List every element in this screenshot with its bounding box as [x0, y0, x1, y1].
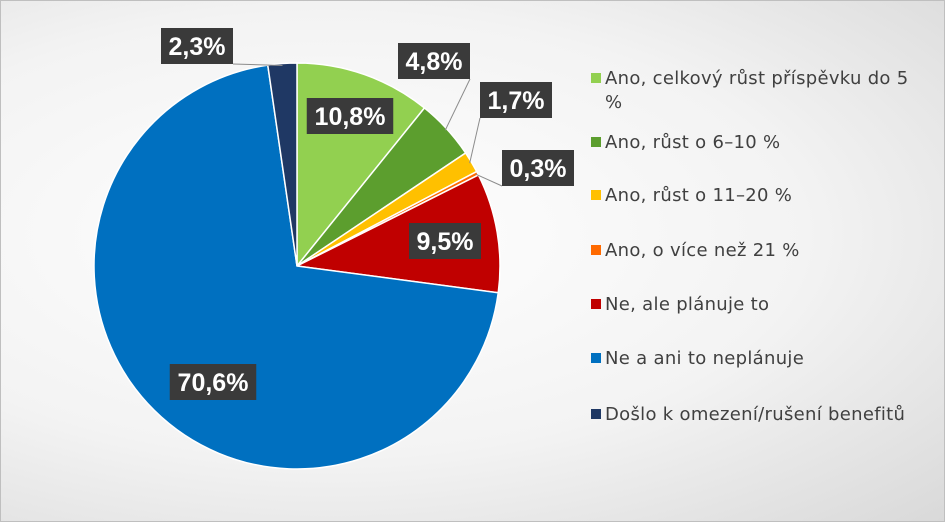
data-label-3: 0,3% [502, 150, 574, 186]
data-label-text-6: 2,3% [169, 33, 226, 61]
data-label-text-4: 9,5% [417, 228, 474, 256]
legend-label-5: Ne a ani to neplánuje [605, 348, 805, 369]
leader-line-2 [469, 117, 481, 164]
data-label-1: 4,8% [398, 43, 470, 79]
pie-slice-4 [294, 173, 501, 294]
data-label-6: 2,3% [161, 28, 233, 64]
data-label-2: 1,7% [480, 82, 552, 118]
data-label-box-4 [409, 223, 481, 259]
data-label-text-3: 0,3% [510, 155, 567, 183]
legend-label-3: Ano, o více než 21 % [605, 240, 800, 261]
pie-slices [93, 62, 501, 470]
legend-label-1: Ano, růst o 6–10 % [605, 132, 781, 153]
data-label-text-0: 10,8% [315, 103, 386, 131]
data-label-box-1 [398, 43, 470, 79]
legend-label-2: Ano, růst o 11–20 % [605, 185, 793, 206]
leader-line-3 [475, 173, 503, 187]
data-label-box-2 [480, 82, 552, 118]
leader-lines [232, 63, 503, 187]
data-label-box-5 [169, 364, 257, 400]
legend-swatch-4 [591, 299, 601, 309]
legend-swatch-2 [591, 190, 601, 200]
legend-swatch-3 [591, 245, 601, 255]
legend-label-0: Ano, celkový růst příspěvku do 5 % [605, 68, 909, 113]
data-label-box-6 [161, 28, 233, 64]
legend-swatch-6 [591, 409, 601, 419]
legend-swatch-0 [591, 73, 601, 83]
data-label-text-2: 1,7% [488, 87, 545, 115]
legend-swatch-1 [591, 137, 601, 147]
leader-line-6 [232, 63, 283, 67]
legend-label-6: Došlo k omezení/rušení benefitů [605, 404, 906, 425]
data-labels: 10,8% 4,8% 1,7% 0,3% 9,5% 70,6% 2,3% [161, 28, 574, 400]
data-label-5: 70,6% [169, 364, 257, 400]
data-label-0: 10,8% [306, 98, 394, 134]
data-label-box-3 [502, 150, 574, 186]
data-label-4: 9,5% [409, 223, 481, 259]
data-label-text-5: 70,6% [178, 369, 249, 397]
data-label-text-1: 4,8% [406, 48, 463, 76]
data-label-box-0 [306, 98, 394, 134]
leader-line-1 [444, 78, 471, 131]
legend-label-4: Ne, ale plánuje to [605, 294, 770, 315]
legend-swatch-5 [591, 353, 601, 363]
